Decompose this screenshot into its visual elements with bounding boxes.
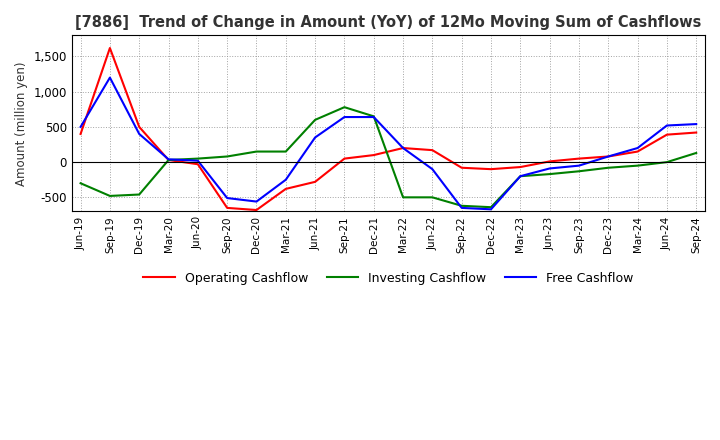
Investing Cashflow [487,205,495,210]
Investing Cashflow [282,149,290,154]
Operating Cashflow [282,186,290,191]
Free Cashflow [662,123,671,128]
Free Cashflow [545,166,554,171]
Investing Cashflow [662,159,671,165]
Operating Cashflow [604,154,613,159]
Line: Investing Cashflow: Investing Cashflow [81,107,696,207]
Free Cashflow [604,154,613,159]
Investing Cashflow [516,173,525,179]
Free Cashflow [634,145,642,150]
Legend: Operating Cashflow, Investing Cashflow, Free Cashflow: Operating Cashflow, Investing Cashflow, … [138,267,639,290]
Operating Cashflow [634,149,642,154]
Y-axis label: Amount (million yen): Amount (million yen) [15,61,28,186]
Operating Cashflow [223,205,232,211]
Line: Operating Cashflow: Operating Cashflow [81,48,696,210]
Free Cashflow [135,131,143,136]
Free Cashflow [340,114,348,120]
Operating Cashflow [369,152,378,158]
Free Cashflow [369,114,378,120]
Investing Cashflow [164,158,173,163]
Operating Cashflow [76,131,85,136]
Operating Cashflow [662,132,671,137]
Free Cashflow [399,145,408,150]
Investing Cashflow [634,163,642,168]
Free Cashflow [164,157,173,162]
Investing Cashflow [369,114,378,119]
Investing Cashflow [692,150,701,156]
Operating Cashflow [194,161,202,167]
Operating Cashflow [692,130,701,135]
Line: Free Cashflow: Free Cashflow [81,77,696,209]
Operating Cashflow [457,165,466,170]
Operating Cashflow [311,179,320,184]
Operating Cashflow [428,147,437,153]
Free Cashflow [76,124,85,129]
Operating Cashflow [135,124,143,129]
Free Cashflow [223,195,232,201]
Investing Cashflow [76,180,85,186]
Investing Cashflow [428,194,437,200]
Investing Cashflow [223,154,232,159]
Operating Cashflow [545,159,554,164]
Operating Cashflow [252,207,261,213]
Free Cashflow [516,173,525,179]
Investing Cashflow [135,192,143,197]
Investing Cashflow [340,105,348,110]
Free Cashflow [252,199,261,204]
Free Cashflow [457,205,466,211]
Investing Cashflow [399,194,408,200]
Free Cashflow [282,177,290,182]
Investing Cashflow [604,165,613,170]
Investing Cashflow [575,169,583,174]
Free Cashflow [194,158,202,163]
Title: [7886]  Trend of Change in Amount (YoY) of 12Mo Moving Sum of Cashflows: [7886] Trend of Change in Amount (YoY) o… [75,15,701,30]
Free Cashflow [428,166,437,172]
Free Cashflow [692,121,701,127]
Investing Cashflow [545,172,554,177]
Operating Cashflow [487,166,495,172]
Investing Cashflow [252,149,261,154]
Free Cashflow [106,75,114,80]
Free Cashflow [311,135,320,140]
Investing Cashflow [106,193,114,198]
Operating Cashflow [575,156,583,161]
Operating Cashflow [340,156,348,161]
Free Cashflow [575,163,583,168]
Operating Cashflow [516,165,525,170]
Investing Cashflow [311,117,320,122]
Investing Cashflow [194,156,202,161]
Operating Cashflow [106,45,114,51]
Operating Cashflow [399,145,408,150]
Free Cashflow [487,207,495,212]
Operating Cashflow [164,158,173,163]
Investing Cashflow [457,203,466,209]
